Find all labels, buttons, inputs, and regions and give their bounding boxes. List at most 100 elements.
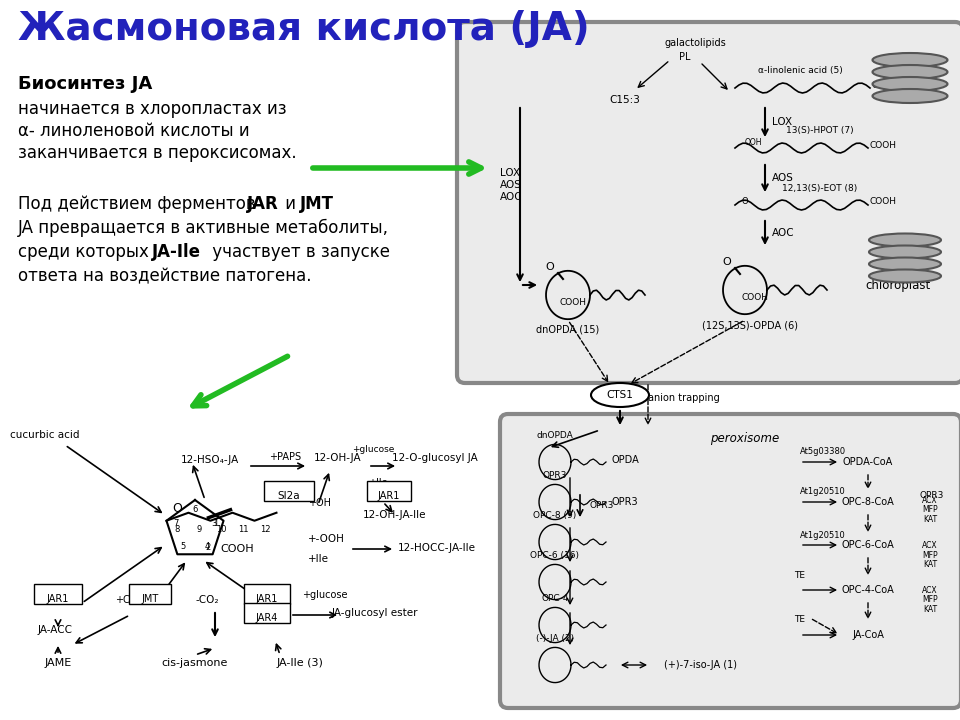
Text: 2: 2 <box>205 544 210 552</box>
Text: +-OOH: +-OOH <box>308 534 345 544</box>
Text: OPC-4-CoA: OPC-4-CoA <box>842 585 895 595</box>
Text: Биосинтез JA: Биосинтез JA <box>18 75 153 93</box>
Text: ACX
MFP
KAT: ACX MFP KAT <box>923 496 938 524</box>
Text: AOC: AOC <box>772 228 795 238</box>
Text: TE: TE <box>795 570 805 580</box>
Text: OPR3: OPR3 <box>612 497 638 507</box>
Text: JMT: JMT <box>141 594 158 604</box>
Text: OPC-8 (9): OPC-8 (9) <box>534 511 577 521</box>
Text: At1g20510: At1g20510 <box>800 531 846 539</box>
Text: At1g20510: At1g20510 <box>800 487 846 497</box>
Text: среди которых: среди которых <box>18 243 155 261</box>
Text: JAME: JAME <box>44 658 72 668</box>
Text: O: O <box>172 502 182 515</box>
Text: OPC-8-CoA: OPC-8-CoA <box>842 497 895 507</box>
Text: anion trapping: anion trapping <box>648 393 720 403</box>
Text: начинается в хлоропластах из: начинается в хлоропластах из <box>18 100 287 118</box>
Ellipse shape <box>873 53 948 67</box>
Text: 12-OH-JA-Ile: 12-OH-JA-Ile <box>363 510 427 520</box>
Text: OPR3: OPR3 <box>920 490 945 500</box>
Text: JA превращается в активные метаболиты,: JA превращается в активные метаболиты, <box>18 219 389 237</box>
Text: JAR1: JAR1 <box>378 491 400 501</box>
Text: CTS1: CTS1 <box>607 390 634 400</box>
Text: OPC-4: OPC-4 <box>541 595 568 603</box>
Text: ответа на воздействие патогена.: ответа на воздействие патогена. <box>18 267 311 285</box>
Ellipse shape <box>869 258 941 271</box>
Text: 12-O-glucosyl JA: 12-O-glucosyl JA <box>392 453 478 463</box>
Text: +Ile: +Ile <box>308 554 329 564</box>
Text: OPDA-CoA: OPDA-CoA <box>843 457 893 467</box>
FancyBboxPatch shape <box>244 584 290 604</box>
FancyBboxPatch shape <box>244 603 290 623</box>
Text: COOH: COOH <box>870 140 897 150</box>
Text: +PAPS: +PAPS <box>269 452 301 462</box>
Text: (+)-7-iso-JA (1): (+)-7-iso-JA (1) <box>663 660 736 670</box>
Text: At5g03380: At5g03380 <box>800 448 846 456</box>
Text: JMT: JMT <box>300 195 334 213</box>
Ellipse shape <box>869 269 941 282</box>
Text: 11: 11 <box>238 525 249 534</box>
Text: JA-Ile: JA-Ile <box>152 243 201 261</box>
Text: 4: 4 <box>204 541 209 551</box>
Text: α- линоленовой кислоты и: α- линоленовой кислоты и <box>18 122 250 140</box>
Text: COOH: COOH <box>870 197 897 207</box>
Text: C15:3: C15:3 <box>610 95 640 105</box>
Text: chloroplast: chloroplast <box>865 279 930 292</box>
FancyBboxPatch shape <box>367 481 411 501</box>
Text: AOS: AOS <box>772 173 794 183</box>
Text: 12,13(S)-EOT (8): 12,13(S)-EOT (8) <box>782 184 857 193</box>
Text: O: O <box>723 257 732 267</box>
Text: 12-OH-JA: 12-OH-JA <box>314 453 362 463</box>
Text: заканчивается в пероксисомах.: заканчивается в пероксисомах. <box>18 144 297 162</box>
Text: COOH: COOH <box>560 298 587 307</box>
Text: (-)-JA (2): (-)-JA (2) <box>536 634 574 644</box>
Text: LOX
AOS
AOC: LOX AOS AOC <box>500 168 522 202</box>
Text: JA-CoA: JA-CoA <box>852 630 884 640</box>
Text: dnOPDA (15): dnOPDA (15) <box>537 325 600 335</box>
Text: 8: 8 <box>175 525 180 534</box>
Ellipse shape <box>869 233 941 246</box>
Text: 5: 5 <box>180 541 186 551</box>
Text: TE: TE <box>795 616 805 624</box>
Text: JA-glucosyl ester: JA-glucosyl ester <box>332 608 419 618</box>
Text: galactolipids: galactolipids <box>664 38 726 48</box>
Text: PL: PL <box>680 52 691 62</box>
FancyBboxPatch shape <box>500 414 960 708</box>
Text: +ACC: +ACC <box>35 595 63 605</box>
Ellipse shape <box>873 65 948 79</box>
Text: peroxisome: peroxisome <box>710 432 780 445</box>
Text: 13(S)-HPOT (7): 13(S)-HPOT (7) <box>786 126 853 135</box>
Text: участвует в запуске: участвует в запуске <box>207 243 390 261</box>
Text: cis-jasmone: cis-jasmone <box>162 658 228 668</box>
Text: ACX
MFP
KAT: ACX MFP KAT <box>923 541 938 570</box>
Text: JA-ACC: JA-ACC <box>37 625 73 635</box>
Text: +glucose: +glucose <box>351 445 395 454</box>
Text: 3: 3 <box>211 519 217 528</box>
Text: OOH: OOH <box>745 138 762 147</box>
Text: Жасмоновая кислота (JA): Жасмоновая кислота (JA) <box>18 10 589 48</box>
Ellipse shape <box>869 246 941 258</box>
Text: Под действием ферментов: Под действием ферментов <box>18 195 261 213</box>
Text: O: O <box>545 262 554 272</box>
Text: JA-Ile (3): JA-Ile (3) <box>276 658 324 668</box>
Text: LOX: LOX <box>772 117 792 127</box>
Text: dnOPDA: dnOPDA <box>537 431 573 441</box>
Text: 7: 7 <box>174 519 179 528</box>
Text: +Ile: +Ile <box>368 478 388 488</box>
Text: COOH: COOH <box>221 544 254 554</box>
Text: +OH: +OH <box>308 498 331 508</box>
Text: +glucose: +glucose <box>302 590 348 600</box>
Text: OPC-6-CoA: OPC-6-CoA <box>842 540 895 550</box>
Text: -CO₂: -CO₂ <box>195 595 219 605</box>
Text: +CH₃: +CH₃ <box>115 595 141 605</box>
Text: 12-HOCC-JA-Ile: 12-HOCC-JA-Ile <box>398 543 476 553</box>
Text: JAR1: JAR1 <box>255 594 278 604</box>
Ellipse shape <box>873 89 948 103</box>
Ellipse shape <box>591 383 649 407</box>
Text: α-linolenic acid (5): α-linolenic acid (5) <box>757 66 842 75</box>
Text: ACX
MFP
KAT: ACX MFP KAT <box>923 586 938 614</box>
Text: JAR4: JAR4 <box>255 613 278 623</box>
Text: JAR: JAR <box>247 195 278 213</box>
Text: 10: 10 <box>216 525 227 534</box>
Text: OPR3: OPR3 <box>590 502 614 510</box>
